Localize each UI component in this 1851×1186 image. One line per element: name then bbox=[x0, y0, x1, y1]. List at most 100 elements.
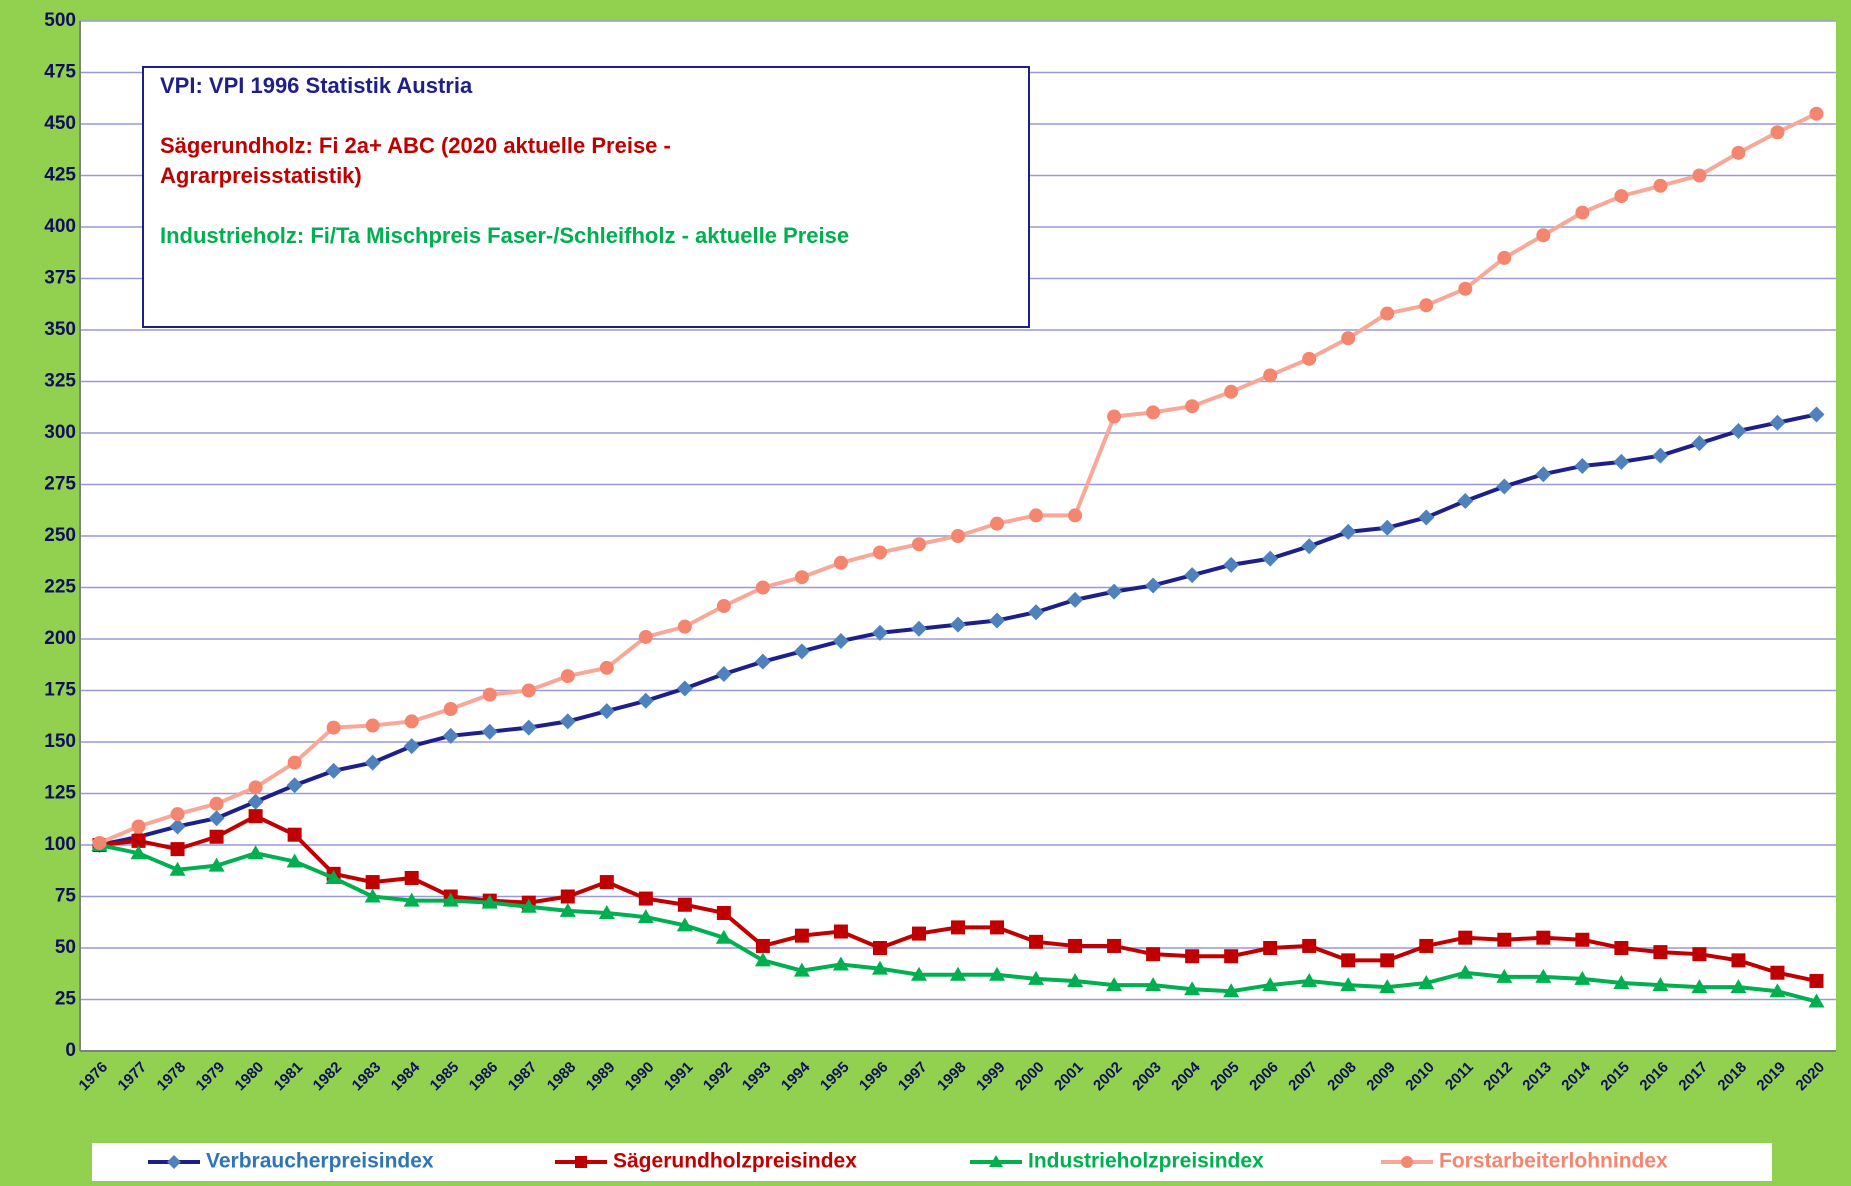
marker bbox=[1302, 938, 1317, 953]
marker bbox=[1379, 979, 1396, 994]
marker bbox=[1263, 941, 1278, 955]
marker bbox=[871, 960, 888, 975]
marker bbox=[481, 894, 498, 909]
marker bbox=[1380, 953, 1395, 968]
marker bbox=[1418, 975, 1435, 990]
annotation-text: Sägerundholz: Fi 2a+ ABC (2020 aktuelle … bbox=[160, 133, 671, 158]
marker bbox=[559, 902, 576, 917]
marker bbox=[1457, 492, 1474, 509]
marker bbox=[951, 920, 965, 935]
marker bbox=[637, 909, 654, 924]
legend-label: Sägerundholzpreisindex bbox=[613, 1150, 857, 1173]
marker bbox=[754, 952, 771, 967]
marker bbox=[1770, 125, 1785, 140]
marker bbox=[404, 714, 419, 729]
marker bbox=[638, 629, 653, 644]
marker bbox=[755, 938, 770, 953]
marker bbox=[1652, 447, 1669, 464]
marker bbox=[1496, 478, 1513, 495]
marker bbox=[598, 703, 615, 720]
legend-marker bbox=[1401, 1156, 1413, 1168]
y-tick-label: 475 bbox=[44, 62, 76, 83]
y-tick-label: 325 bbox=[44, 371, 76, 392]
y-tick-label: 200 bbox=[44, 628, 76, 649]
marker bbox=[1769, 414, 1786, 431]
marker bbox=[1457, 964, 1474, 979]
marker bbox=[833, 924, 848, 939]
marker bbox=[1614, 189, 1629, 204]
marker bbox=[715, 666, 732, 683]
marker bbox=[1302, 351, 1317, 366]
marker bbox=[170, 842, 185, 857]
marker bbox=[1106, 977, 1123, 992]
marker bbox=[754, 653, 771, 670]
marker bbox=[1419, 298, 1434, 313]
marker bbox=[365, 875, 380, 890]
marker bbox=[92, 835, 107, 850]
marker bbox=[677, 897, 692, 912]
marker bbox=[716, 905, 731, 920]
marker bbox=[1497, 932, 1512, 947]
marker bbox=[443, 702, 458, 717]
marker bbox=[599, 660, 614, 675]
marker bbox=[1029, 508, 1044, 523]
marker bbox=[560, 669, 575, 684]
marker bbox=[638, 891, 653, 906]
legend bbox=[92, 1143, 1772, 1181]
legend-label: Verbraucherpreisindex bbox=[206, 1150, 434, 1173]
marker bbox=[676, 680, 693, 697]
marker bbox=[520, 719, 537, 736]
marker bbox=[1536, 228, 1551, 243]
marker bbox=[1653, 945, 1668, 960]
y-tick-label: 300 bbox=[44, 422, 76, 443]
marker bbox=[989, 966, 1006, 981]
marker bbox=[676, 917, 693, 932]
marker bbox=[1340, 977, 1357, 992]
marker bbox=[1145, 577, 1162, 594]
marker bbox=[1028, 604, 1045, 621]
marker bbox=[1107, 938, 1122, 953]
marker bbox=[325, 869, 342, 884]
legend-label: Industrieholzpreisindex bbox=[1028, 1150, 1264, 1173]
marker bbox=[247, 793, 264, 810]
marker bbox=[793, 643, 810, 660]
marker bbox=[1262, 977, 1279, 992]
y-tick-label: 375 bbox=[44, 268, 76, 289]
marker bbox=[1769, 983, 1786, 998]
marker bbox=[989, 612, 1006, 629]
annotation-text: Industrieholz: Fi/Ta Mischpreis Faser-/S… bbox=[160, 223, 849, 248]
marker bbox=[1262, 550, 1279, 567]
marker bbox=[911, 926, 926, 941]
marker bbox=[1731, 145, 1746, 160]
marker bbox=[208, 810, 225, 827]
marker bbox=[1379, 519, 1396, 536]
marker bbox=[950, 616, 966, 633]
marker bbox=[599, 875, 614, 890]
marker bbox=[248, 809, 263, 824]
legend-marker bbox=[167, 1155, 181, 1169]
y-tick-label: 350 bbox=[44, 319, 76, 340]
marker bbox=[1107, 409, 1122, 424]
marker bbox=[131, 833, 146, 848]
marker bbox=[1068, 938, 1083, 953]
marker bbox=[1029, 934, 1044, 949]
annotation-box bbox=[142, 66, 1030, 328]
annotation-text: Agrarpreisstatistik) bbox=[160, 163, 362, 188]
legend-marker bbox=[575, 1156, 587, 1168]
marker bbox=[910, 966, 927, 981]
marker bbox=[1380, 306, 1395, 321]
marker bbox=[1418, 509, 1435, 526]
y-tick-label: 100 bbox=[44, 834, 76, 855]
marker bbox=[1809, 106, 1824, 121]
marker bbox=[911, 537, 926, 552]
marker bbox=[755, 580, 770, 595]
marker bbox=[1535, 466, 1552, 483]
marker bbox=[1808, 993, 1825, 1008]
marker bbox=[1809, 973, 1824, 988]
marker bbox=[990, 516, 1005, 531]
y-tick-label: 50 bbox=[55, 937, 76, 958]
marker bbox=[1184, 567, 1201, 584]
marker bbox=[1340, 523, 1357, 540]
y-tick-label: 400 bbox=[44, 216, 76, 237]
